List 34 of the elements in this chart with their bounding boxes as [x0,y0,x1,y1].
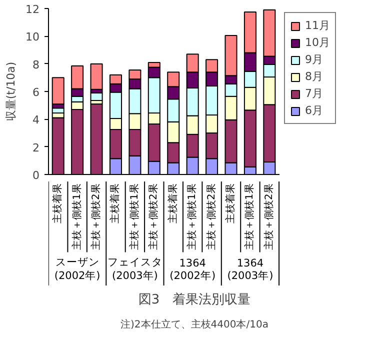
text: 1364 (2002年) [170,258,216,282]
y-tick-label: 12 [26,3,40,16]
bar [90,63,103,90]
x-tick-label: 主枝着果 [224,184,236,224]
x-tick-label: 主枝＋側枝1果 [244,184,256,250]
text: 1364 (2003年) [227,258,274,282]
y-tick-label: 8 [32,58,40,72]
x-tick-label: 主枝＋側枝2果 [90,184,102,250]
text: 注)2本仕立て、主枝4400本/10a [120,318,268,330]
y-tick-label: 2 [32,141,40,154]
x-tick-label: 主枝＋側枝1果 [186,184,198,250]
y-tick-label: 0 [32,169,40,182]
x-tick-label: 主枝＋側枝2果 [148,184,160,250]
legend-label: 9月 [305,52,324,67]
text: スーザン (2002年) [54,256,100,282]
x-tick-label: 主枝着果 [52,184,64,224]
y-axis-title: 収量(t/10a) [4,62,18,122]
x-tick-label: 主枝＋側枝1果 [70,184,83,250]
y-tick-label: 6 [32,86,40,99]
x-tick-label: 主枝着果 [166,184,179,224]
text: フェイスタ (2003年) [107,256,162,282]
legend-label: 8月 [305,69,324,84]
x-tick-label: 主枝＋側枝2果 [205,184,218,250]
legend-label: 10月 [305,35,330,50]
y-tick-label: 4 [32,114,40,127]
x-tick-label: 主枝着果 [109,184,122,224]
x-tick-label: 主枝＋側枝2果 [262,184,275,250]
bar [52,77,64,104]
legend-label: 11月 [305,18,330,33]
y-tick-label: 10 [26,30,40,44]
legend-label: 7月 [305,86,324,101]
legend-label: 6月 [305,103,324,118]
x-tick-label: 主枝＋側枝1果 [128,184,140,250]
text: 図3 着果法別収量 [138,292,251,308]
